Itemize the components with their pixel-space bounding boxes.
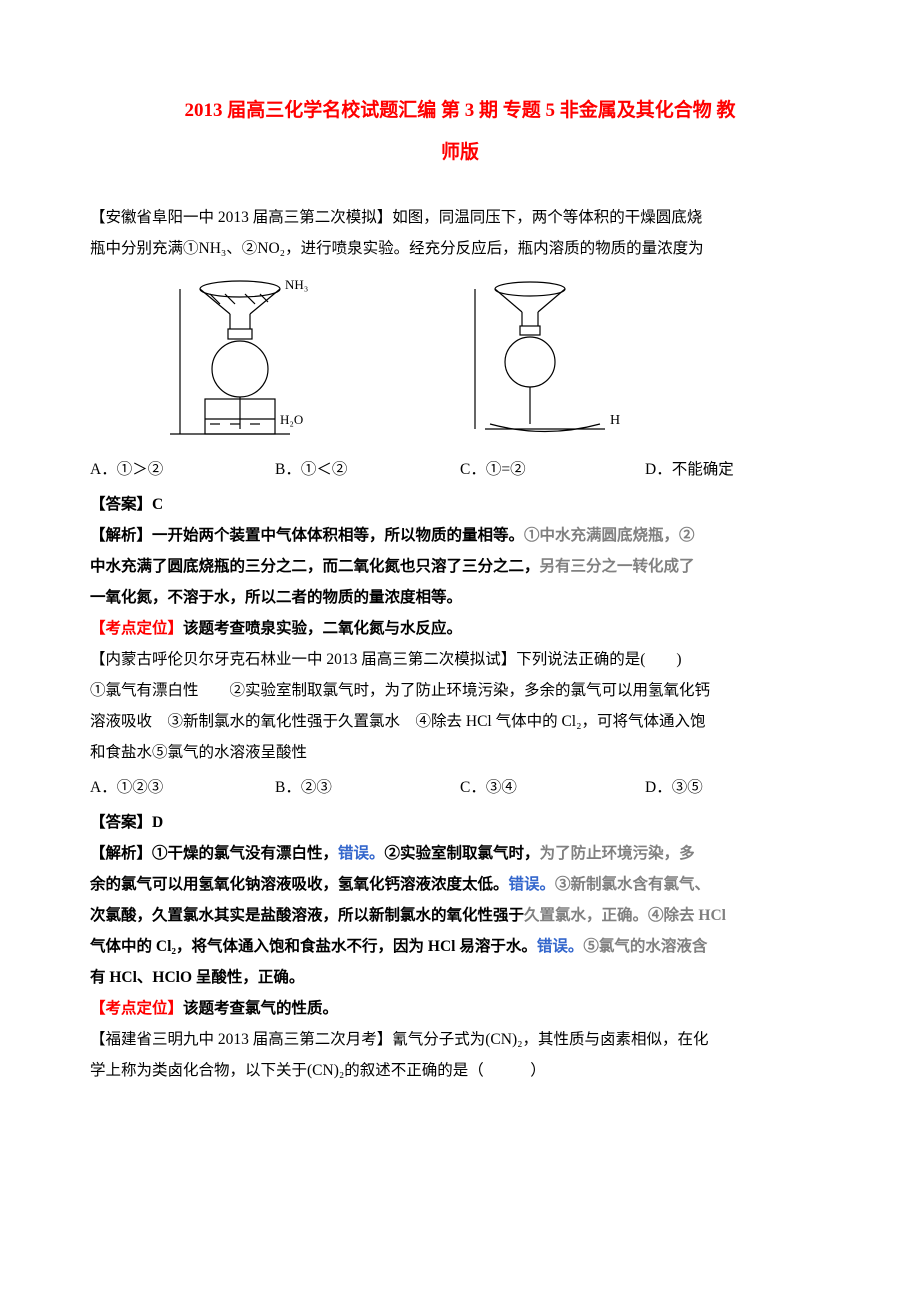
fig1-label-nh3: NH₃ bbox=[285, 277, 308, 292]
q2-a-b3: 余的氯气可以用氢氧化钠溶液吸收，氢氧化钙溶液浓度太低。 bbox=[90, 876, 509, 893]
q2-analysis-l3: 次氯酸，久置氯水其实是盐酸溶液，所以新制氯水的氧化性强于久置氯水，正确。④除去 … bbox=[90, 900, 830, 931]
q2-a-b4: 次氯酸，久置氯水其实是盐酸溶液，所以新制氯水的氧化性强于 bbox=[90, 907, 524, 924]
q2-options: A．①②③ B．②③ C．③④ D．③⑤ bbox=[90, 772, 830, 803]
q1-figures: NH₃ H₂O H bbox=[150, 274, 830, 444]
q1-opt-c: C．①=② bbox=[460, 454, 645, 485]
q2-a-blue3: 错误。 bbox=[537, 938, 584, 955]
q2-a-b2: ②实验室制取氯气时， bbox=[385, 845, 540, 862]
q2-answer: 【答案】D bbox=[90, 807, 830, 838]
q3-stem-1: 【福建省三明九中 2013 届高三第二次月考】氰气分子式为(CN)₂，其性质与卤… bbox=[90, 1024, 830, 1055]
q2-a-b6: 有 HCl、HClO 呈酸性，正确。 bbox=[90, 969, 304, 986]
q1-analysis-label: 【解析】 bbox=[90, 527, 152, 544]
q2-opt-a: A．①②③ bbox=[90, 772, 275, 803]
q1-stem-line1: 【安徽省阜阳一中 2013 届高三第二次模拟】如图，同温同压下，两个等体积的干燥… bbox=[90, 202, 830, 233]
q1-analysis-l3: 一氧化氮，不溶于水，所以二者的物质的量浓度相等。 bbox=[90, 582, 830, 613]
q2-exam: 【考点定位】该题考查氯气的性质。 bbox=[90, 993, 830, 1024]
q2-opt-b: B．②③ bbox=[275, 772, 460, 803]
q1-opt-a: A．①＞② bbox=[90, 454, 275, 485]
q1-stem-line2: 瓶中分别充满①NH₃、②NO₂，进行喷泉实验。经充分反应后，瓶内溶质的物质的量浓… bbox=[90, 233, 830, 264]
q2-opt-c: C．③④ bbox=[460, 772, 645, 803]
q1-analysis-t3: 一氧化氮，不溶于水，所以二者的物质的量浓度相等。 bbox=[90, 589, 462, 606]
q3-stem-2: 学上称为类卤化合物，以下关于(CN)₂的叙述不正确的是（ ） bbox=[90, 1055, 830, 1086]
q2-stem-3: 溶液吸收 ③新制氯水的氧化性强于久置氯水 ④除去 HCl 气体中的 Cl₂，可将… bbox=[90, 706, 830, 737]
q1-analysis-t1: 一开始两个装置中气体体积相等，所以物质的量相等。 bbox=[152, 527, 524, 544]
q2-a-blue2: 错误。 bbox=[509, 876, 556, 893]
q2-stem-4: 和食盐水⑤氯气的水溶液呈酸性 bbox=[90, 737, 830, 768]
q2-answer-label: 【答案】 bbox=[90, 814, 152, 831]
q2-a-blue1: 错误。 bbox=[338, 845, 385, 862]
q1-analysis: 【解析】一开始两个装置中气体体积相等，所以物质的量相等。①中水充满圆底烧瓶，② bbox=[90, 520, 830, 551]
q2-answer-value: D bbox=[152, 814, 163, 831]
q2-stem-1: 【内蒙古呼伦贝尔牙克石林业一中 2013 届高三第二次模拟试】下列说法正确的是(… bbox=[90, 644, 830, 675]
q1-answer-label: 【答案】 bbox=[90, 496, 152, 513]
q2-a-b5: 气体中的 Cl₂，将气体通入饱和食盐水不行，因为 HCl 易溶于水。 bbox=[90, 938, 537, 955]
q1-opt-d: D．不能确定 bbox=[645, 454, 830, 485]
q1-options: A．①＞② B．①＜② C．①=② D．不能确定 bbox=[90, 454, 830, 485]
q2-a-g4: ⑤氯气的水溶液含 bbox=[583, 938, 707, 955]
q1-analysis-l2: 中水充满了圆底烧瓶的三分之二，而二氧化氮也只溶了三分之二，另有三分之一转化成了 bbox=[90, 551, 830, 582]
q1-opt-b: B．①＜② bbox=[275, 454, 460, 485]
q2-analysis-l5: 有 HCl、HClO 呈酸性，正确。 bbox=[90, 962, 830, 993]
q2-analysis-l4: 气体中的 Cl₂，将气体通入饱和食盐水不行，因为 HCl 易溶于水。错误。⑤氯气… bbox=[90, 931, 830, 962]
q1-analysis-g2: 另有三分之一转化成了 bbox=[540, 558, 695, 575]
q2-opt-d: D．③⑤ bbox=[645, 772, 830, 803]
q1-answer-value: C bbox=[152, 496, 163, 513]
title-line-2: 师版 bbox=[441, 142, 479, 163]
q2-analysis-label: 【解析】 bbox=[90, 845, 152, 862]
q1-answer: 【答案】C bbox=[90, 489, 830, 520]
q2-a-g1: 为了防止环境污染，多 bbox=[540, 845, 695, 862]
q2-a-b1: ①干燥的氯气没有漂白性， bbox=[152, 845, 338, 862]
q2-a-g2: ③新制氯水含有氯气、 bbox=[555, 876, 710, 893]
q2-exam-text: 该题考查氯气的性质。 bbox=[183, 1000, 338, 1017]
q1-analysis-t2: 中水充满了圆底烧瓶的三分之二，而二氧化氮也只溶了三分之二， bbox=[90, 558, 540, 575]
q2-a-g3: 久置氯水，正确。④除去 HCl bbox=[524, 907, 726, 924]
q1-exam-text: 该题考查喷泉实验，二氧化氮与水反应。 bbox=[183, 620, 462, 637]
q1-exam-label: 【考点定位】 bbox=[90, 620, 183, 637]
apparatus-figure-2: H bbox=[450, 274, 650, 444]
q2-exam-label: 【考点定位】 bbox=[90, 1000, 183, 1017]
document-title: 2013 届高三化学名校试题汇编 第 3 期 专题 5 非金属及其化合物 教 师… bbox=[90, 90, 830, 174]
fig2-label-h: H bbox=[610, 413, 620, 428]
q1-analysis-g1: ①中水充满圆底烧瓶，② bbox=[524, 527, 695, 544]
q2-analysis-l2: 余的氯气可以用氢氧化钠溶液吸收，氢氧化钙溶液浓度太低。错误。③新制氯水含有氯气、 bbox=[90, 869, 830, 900]
q1-exam: 【考点定位】该题考查喷泉实验，二氧化氮与水反应。 bbox=[90, 613, 830, 644]
apparatus-figure-1: NH₃ H₂O bbox=[150, 274, 330, 444]
title-line-1: 2013 届高三化学名校试题汇编 第 3 期 专题 5 非金属及其化合物 教 bbox=[184, 100, 735, 121]
q2-analysis-l1: 【解析】①干燥的氯气没有漂白性，错误。②实验室制取氯气时，为了防止环境污染，多 bbox=[90, 838, 830, 869]
fig1-label-h2o: H₂O bbox=[280, 412, 303, 427]
q2-stem-2: ①氯气有漂白性 ②实验室制取氯气时，为了防止环境污染，多余的氯气可以用氢氧化钙 bbox=[90, 675, 830, 706]
